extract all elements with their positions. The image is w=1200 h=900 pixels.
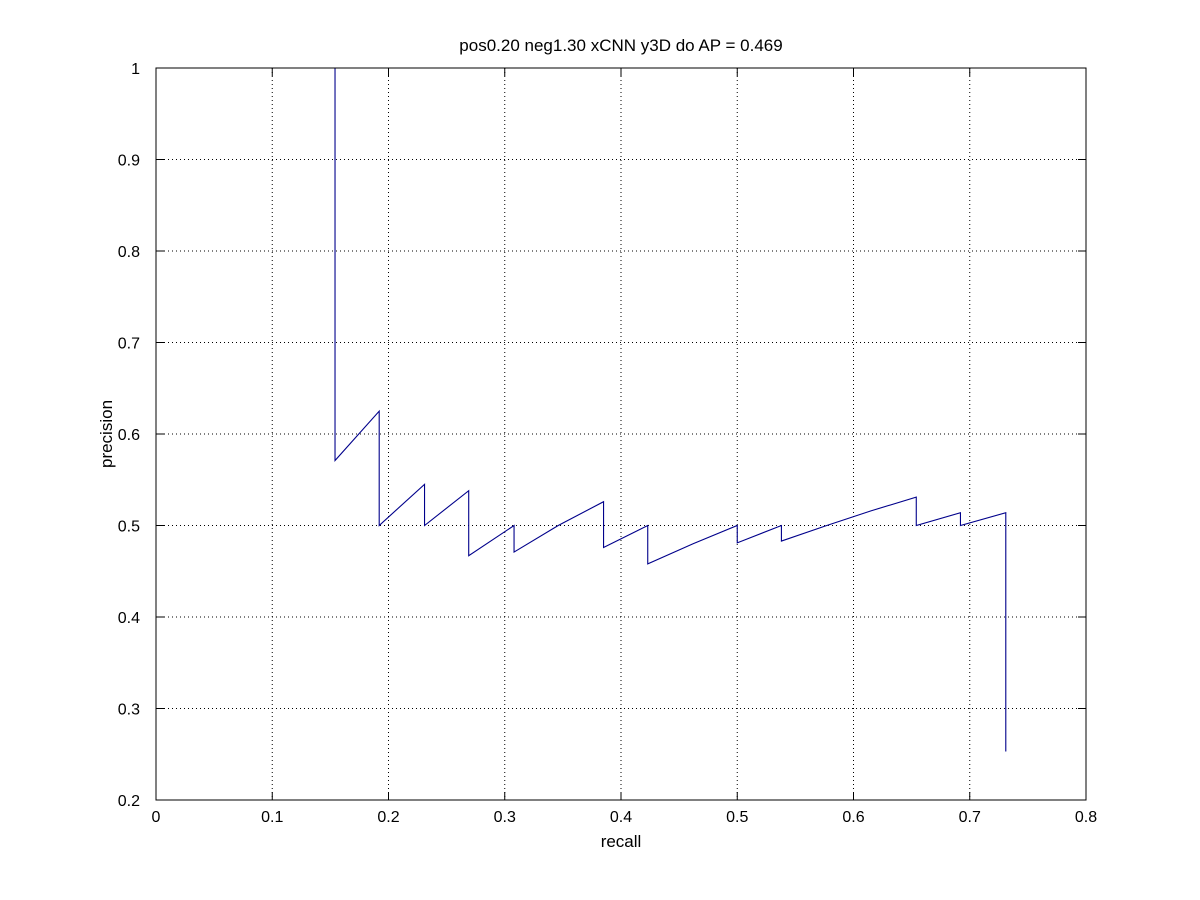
- tick-marks: [155, 67, 1087, 801]
- x-tick-label: 0.5: [726, 809, 748, 826]
- y-tick-label: 0.4: [118, 610, 140, 627]
- x-tick-label: 0.7: [959, 809, 981, 826]
- grid-lines: [156, 68, 1086, 800]
- x-axis-label: recall: [601, 832, 642, 851]
- x-tick-label: 0.6: [842, 809, 864, 826]
- y-tick-label: 1: [131, 61, 140, 78]
- y-axis-label: precision: [97, 400, 116, 468]
- y-tick-label: 0.8: [118, 244, 140, 261]
- x-tick-label: 0.8: [1075, 809, 1097, 826]
- x-tick-label: 0.2: [377, 809, 399, 826]
- series-line-precision-recall: [334, 68, 1007, 752]
- x-tick-label: 0.4: [610, 809, 632, 826]
- y-tick-label: 0.3: [118, 702, 140, 719]
- x-tick-label: 0.1: [261, 809, 283, 826]
- y-tick-label: 0.7: [118, 336, 140, 353]
- y-tick-label: 0.6: [118, 427, 140, 444]
- x-tick-label: 0: [152, 809, 161, 826]
- y-tick-label: 0.2: [118, 793, 140, 810]
- y-tick-label: 0.9: [118, 153, 140, 170]
- tick-labels: 0 0.1 0.2 0.3 0.4 0.5 0.6 0.7 0.8 0.2 0.3 0.4 0.5 0.6…: [118, 61, 1097, 826]
- chart-title: pos0.20 neg1.30 xCNN y3D do AP = 0.469: [459, 36, 782, 55]
- series-layer: [334, 68, 1007, 752]
- y-tick-label: 0.5: [118, 519, 140, 536]
- x-tick-label: 0.3: [494, 809, 516, 826]
